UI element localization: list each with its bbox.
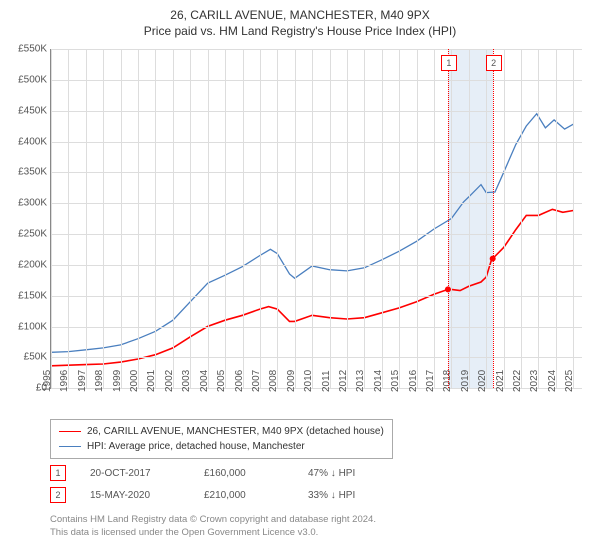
sale-delta: 47% ↓ HPI (308, 468, 355, 479)
chart-container: £0£50K£100K£150K£200K£250K£300K£350K£400… (8, 45, 588, 415)
x-tick-label: 2002 (164, 370, 175, 392)
sale-marker-box: 1 (50, 465, 66, 481)
x-tick-label: 2007 (251, 370, 262, 392)
sale-date: 15-MAY-2020 (90, 490, 180, 501)
x-tick-label: 2003 (181, 370, 192, 392)
y-tick-label: £200K (18, 259, 47, 270)
x-tick-label: 1998 (94, 370, 105, 392)
x-tick-label: 2000 (129, 370, 140, 392)
y-tick-label: £300K (18, 198, 47, 209)
x-tick-label: 2009 (286, 370, 297, 392)
legend-swatch (59, 431, 81, 432)
x-tick-label: 2021 (495, 370, 506, 392)
y-tick-label: £550K (18, 44, 47, 55)
footnote-line2: This data is licensed under the Open Gov… (50, 526, 592, 539)
marker-box: 1 (441, 55, 457, 71)
chart-title-line2: Price paid vs. HM Land Registry's House … (8, 24, 592, 40)
x-tick-label: 2006 (234, 370, 245, 392)
marker-line (493, 49, 494, 388)
legend-item: HPI: Average price, detached house, Manc… (59, 439, 384, 454)
chart-title-line1: 26, CARILL AVENUE, MANCHESTER, M40 9PX (8, 8, 592, 24)
y-tick-label: £350K (18, 167, 47, 178)
x-tick-label: 2014 (373, 370, 384, 392)
marker-box: 2 (486, 55, 502, 71)
x-tick-label: 1997 (77, 370, 88, 392)
x-tick-label: 2004 (199, 370, 210, 392)
marker-line (448, 49, 449, 388)
chart-svg (51, 49, 582, 388)
sale-price: £160,000 (204, 468, 284, 479)
legend-item: 26, CARILL AVENUE, MANCHESTER, M40 9PX (… (59, 424, 384, 439)
x-tick-label: 2001 (146, 370, 157, 392)
y-tick-label: £500K (18, 75, 47, 86)
x-tick-label: 2025 (564, 370, 575, 392)
x-tick-label: 2019 (460, 370, 471, 392)
legend-label: HPI: Average price, detached house, Manc… (87, 439, 305, 454)
sales-list: 1 20-OCT-2017 £160,000 47% ↓ HPI 2 15-MAY-202… (8, 465, 592, 503)
legend-label: 26, CARILL AVENUE, MANCHESTER, M40 9PX (… (87, 424, 384, 439)
sale-date: 20-OCT-2017 (90, 468, 180, 479)
x-tick-label: 2015 (390, 370, 401, 392)
x-tick-label: 1995 (42, 370, 53, 392)
x-tick-label: 2024 (547, 370, 558, 392)
y-tick-label: £100K (18, 321, 47, 332)
sale-row: 1 20-OCT-2017 £160,000 47% ↓ HPI (50, 465, 592, 481)
x-tick-label: 1996 (59, 370, 70, 392)
x-tick-label: 2012 (338, 370, 349, 392)
x-tick-label: 2023 (529, 370, 540, 392)
y-tick-label: £50K (24, 352, 47, 363)
x-tick-label: 2020 (477, 370, 488, 392)
x-tick-label: 2008 (268, 370, 279, 392)
x-tick-label: 2011 (321, 371, 332, 393)
plot-area: £0£50K£100K£150K£200K£250K£300K£350K£400… (50, 49, 582, 389)
x-tick-label: 2013 (355, 370, 366, 392)
x-tick-label: 2010 (303, 370, 314, 392)
y-tick-label: £450K (18, 105, 47, 116)
sale-row: 2 15-MAY-2020 £210,000 33% ↓ HPI (50, 487, 592, 503)
sale-price: £210,000 (204, 490, 284, 501)
footnote-line1: Contains HM Land Registry data © Crown c… (50, 513, 592, 526)
footnote: Contains HM Land Registry data © Crown c… (50, 513, 592, 540)
x-tick-label: 1999 (112, 370, 123, 392)
x-tick-label: 2016 (408, 370, 419, 392)
y-tick-label: £150K (18, 290, 47, 301)
y-tick-label: £400K (18, 136, 47, 147)
x-tick-label: 2022 (512, 370, 523, 392)
legend: 26, CARILL AVENUE, MANCHESTER, M40 9PX (… (50, 419, 393, 459)
legend-swatch (59, 446, 81, 447)
y-tick-label: £250K (18, 229, 47, 240)
sale-marker-box: 2 (50, 487, 66, 503)
x-tick-label: 2005 (216, 370, 227, 392)
x-tick-label: 2017 (425, 370, 436, 392)
sale-delta: 33% ↓ HPI (308, 490, 355, 501)
